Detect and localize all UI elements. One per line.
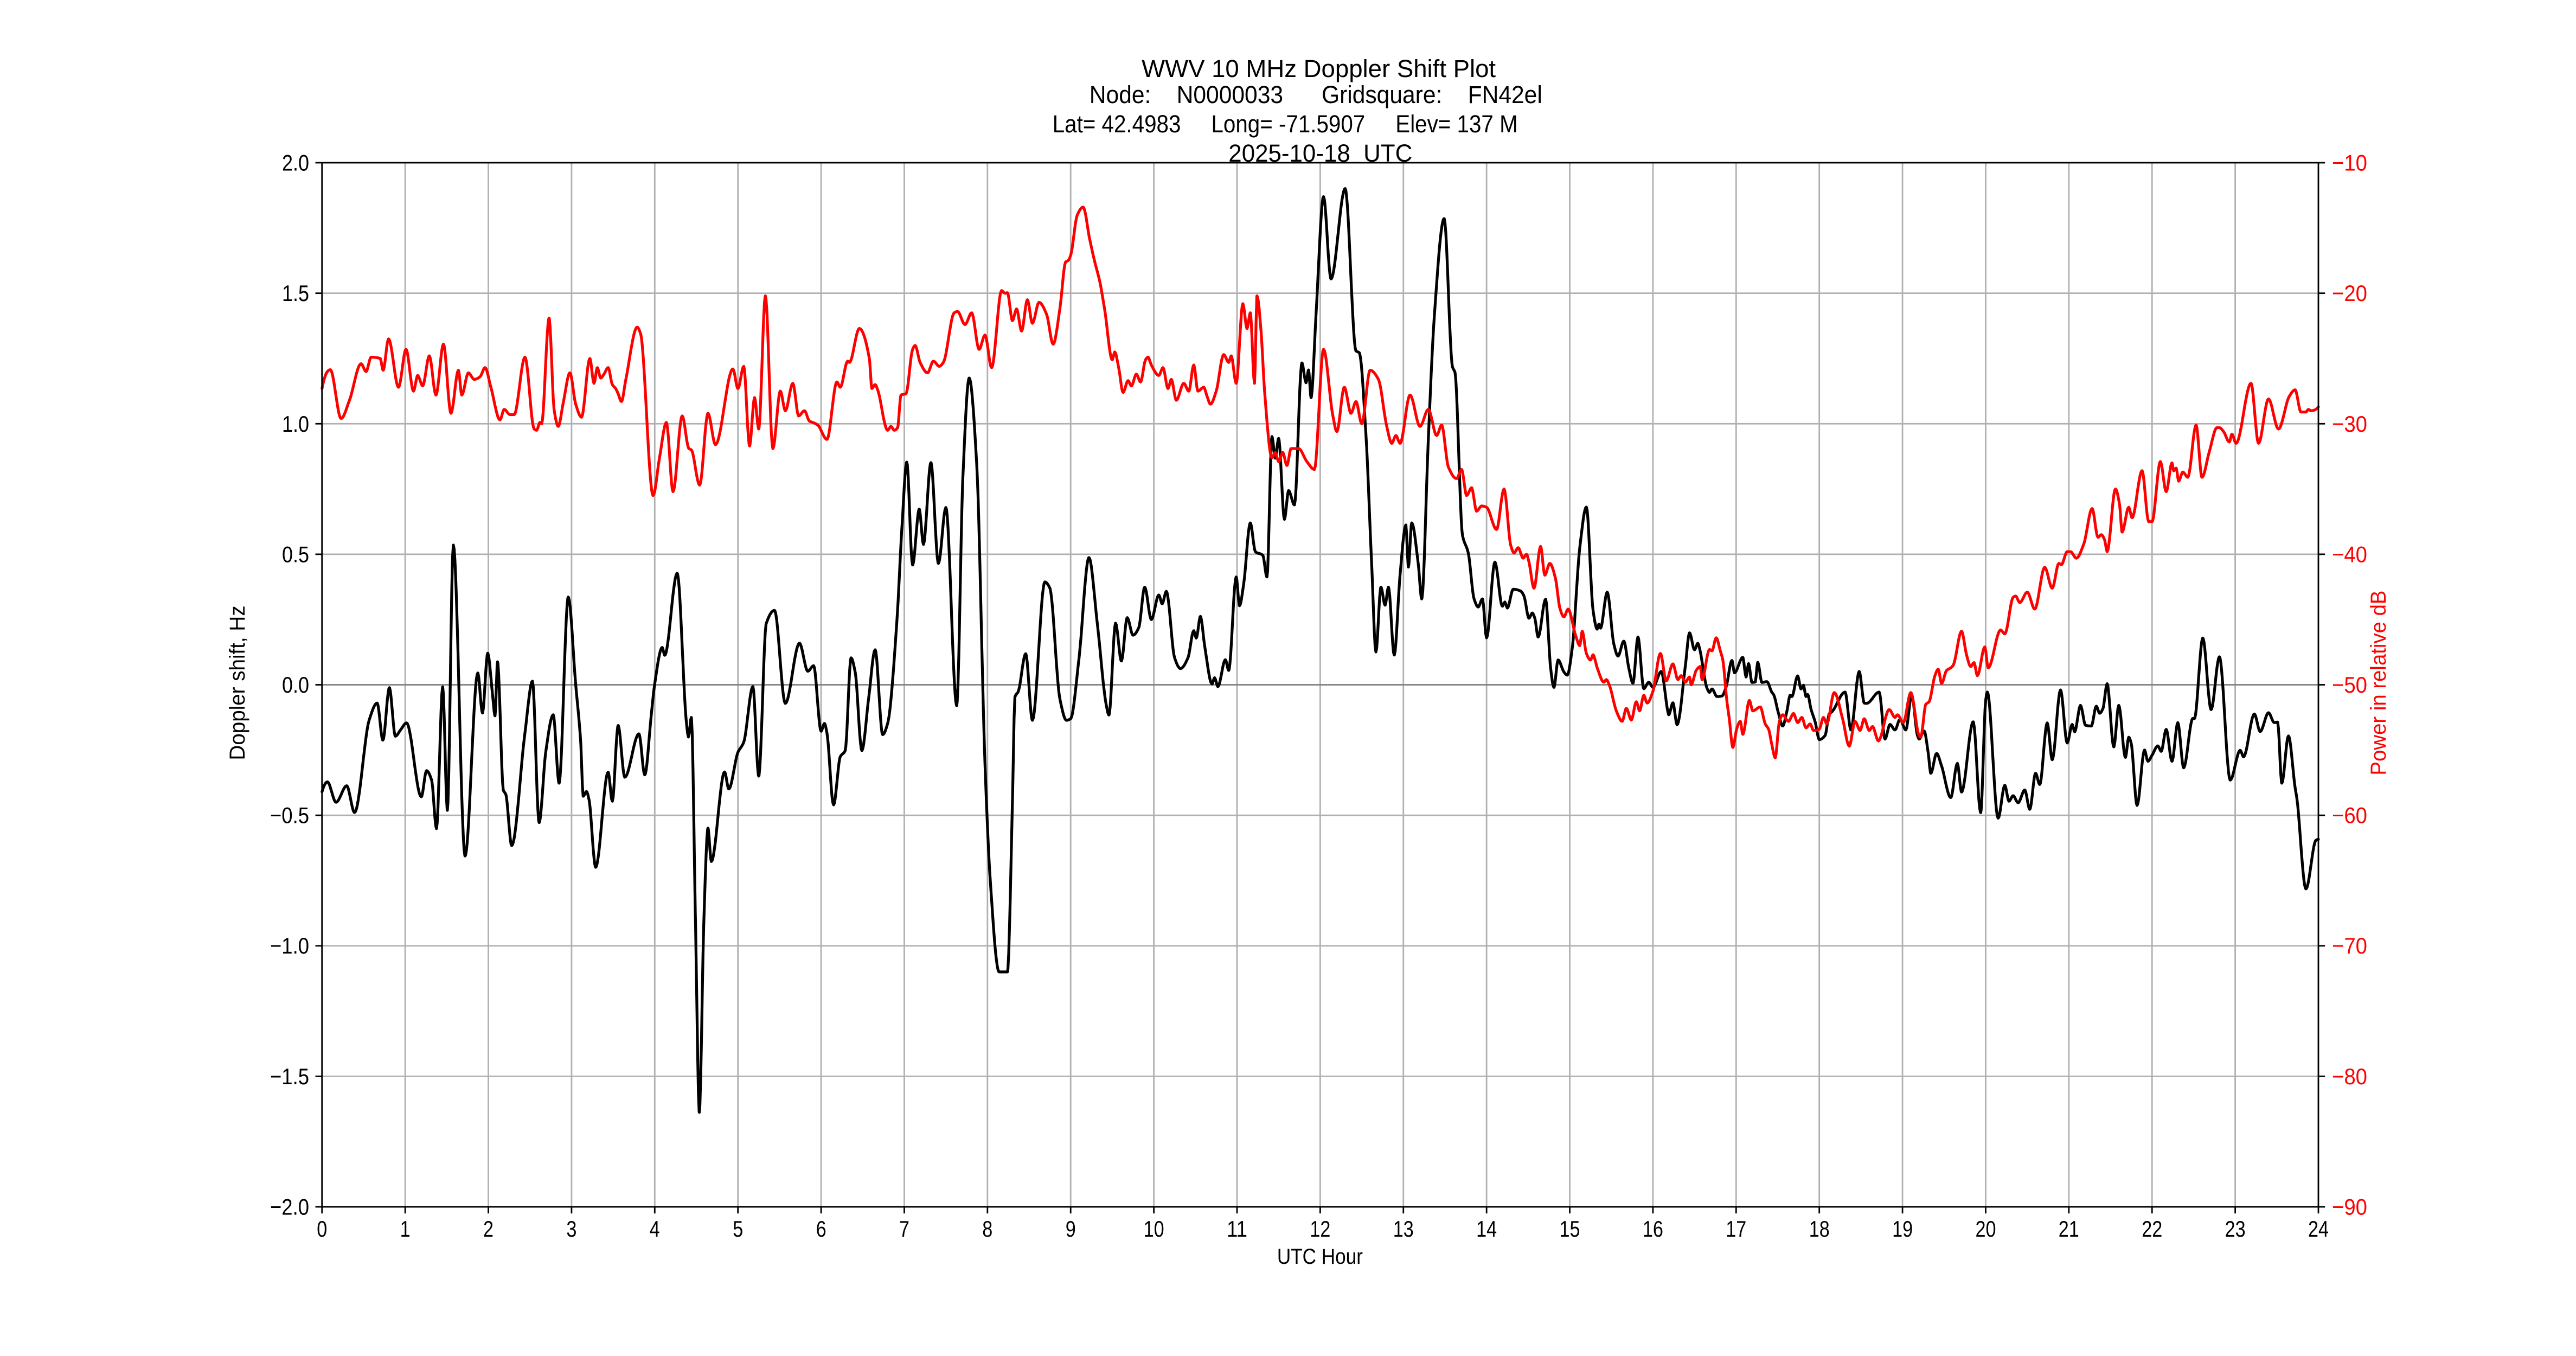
svg-text:16: 16	[1643, 1216, 1663, 1242]
svg-text:3: 3	[566, 1216, 576, 1242]
svg-text:5: 5	[733, 1216, 743, 1242]
svg-text:Power in relative dB: Power in relative dB	[2367, 591, 2391, 776]
svg-text:15: 15	[1560, 1216, 1580, 1242]
svg-text:Doppler shift, Hz: Doppler shift, Hz	[226, 606, 249, 760]
svg-text:23: 23	[2225, 1216, 2246, 1242]
svg-text:2.0: 2.0	[282, 150, 309, 176]
svg-text:−30: −30	[2332, 411, 2367, 437]
svg-text:1: 1	[400, 1216, 411, 1242]
svg-text:−80: −80	[2332, 1064, 2367, 1089]
svg-text:10: 10	[1144, 1216, 1164, 1242]
svg-text:Node: N0000033 Gridsqu: Node: N0000033 Gridsquare: FN42el	[1090, 81, 1542, 108]
svg-text:6: 6	[816, 1216, 826, 1242]
svg-text:24: 24	[2308, 1216, 2329, 1242]
svg-text:Lat= 42.4983 Long= -71.590: Lat= 42.4983 Long= -71.5907 Elev= 137 M	[1053, 110, 1518, 138]
svg-text:−0.5: −0.5	[270, 803, 309, 828]
svg-text:2: 2	[483, 1216, 494, 1242]
svg-text:18: 18	[1809, 1216, 1830, 1242]
svg-text:13: 13	[1393, 1216, 1414, 1242]
svg-text:14: 14	[1476, 1216, 1497, 1242]
svg-text:17: 17	[1726, 1216, 1746, 1242]
svg-text:−1.5: −1.5	[270, 1064, 309, 1089]
svg-text:1.5: 1.5	[282, 280, 309, 306]
svg-text:UTC Hour: UTC Hour	[1277, 1245, 1363, 1269]
svg-text:−2.0: −2.0	[270, 1194, 309, 1220]
svg-text:−70: −70	[2332, 933, 2367, 958]
svg-text:−20: −20	[2332, 280, 2367, 306]
svg-text:0.5: 0.5	[282, 541, 309, 567]
svg-text:8: 8	[982, 1216, 992, 1242]
svg-text:11: 11	[1227, 1216, 1247, 1242]
svg-text:0.0: 0.0	[282, 672, 309, 698]
svg-text:22: 22	[2142, 1216, 2162, 1242]
svg-text:19: 19	[1892, 1216, 1913, 1242]
svg-text:0: 0	[317, 1216, 327, 1242]
svg-text:−40: −40	[2332, 541, 2367, 567]
svg-text:20: 20	[1976, 1216, 1996, 1242]
svg-text:1.0: 1.0	[282, 411, 309, 437]
svg-text:−50: −50	[2332, 672, 2367, 698]
svg-text:21: 21	[2059, 1216, 2079, 1242]
svg-text:−10: −10	[2332, 150, 2367, 176]
svg-text:WWV 10 MHz Doppler Shift Plot: WWV 10 MHz Doppler Shift Plot	[1142, 55, 1496, 82]
svg-text:−1.0: −1.0	[270, 933, 309, 958]
svg-text:4: 4	[650, 1216, 660, 1242]
svg-text:−60: −60	[2332, 803, 2367, 828]
svg-text:12: 12	[1310, 1216, 1330, 1242]
svg-text:−90: −90	[2332, 1194, 2367, 1220]
svg-text:2025-10-18 UTC: 2025-10-18 UTC	[1228, 139, 1412, 167]
svg-text:9: 9	[1066, 1216, 1076, 1242]
svg-text:7: 7	[899, 1216, 909, 1242]
